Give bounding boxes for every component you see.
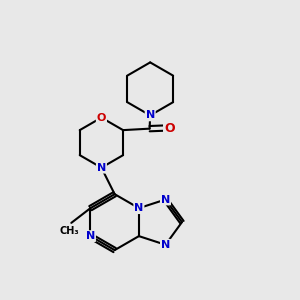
Text: CH₃: CH₃ [59, 226, 79, 236]
Text: N: N [86, 231, 95, 241]
Text: O: O [164, 122, 175, 135]
Text: N: N [134, 203, 143, 213]
Text: O: O [97, 112, 106, 123]
Text: N: N [161, 194, 170, 205]
Text: N: N [146, 110, 155, 120]
Text: N: N [161, 240, 170, 250]
Text: N: N [97, 163, 106, 173]
